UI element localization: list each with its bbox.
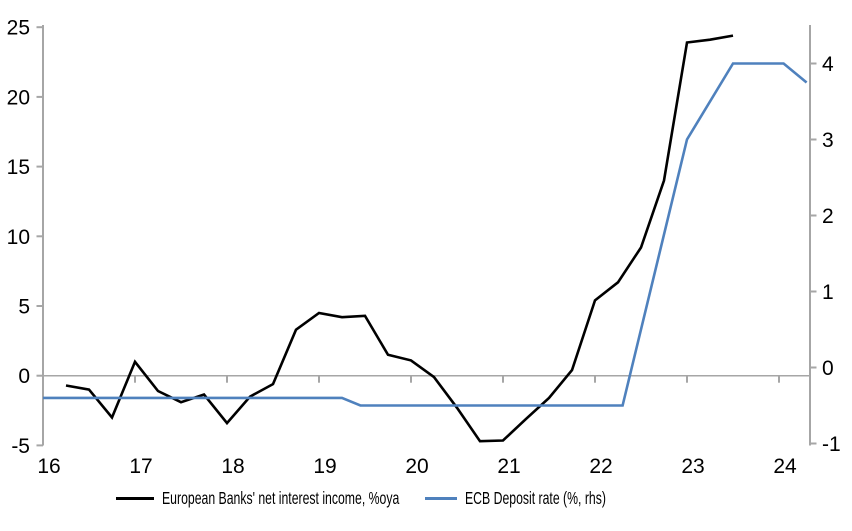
x-tick-label: 20 [405,455,428,478]
y-right-tick-label: -1 [822,433,841,456]
legend-item-ecb-deposit-rate: ECB Deposit rate (%, rhs) [425,486,666,510]
y-left-tick-label: -5 [11,435,30,458]
y-right-tick-label: 4 [822,53,834,76]
series-line-ecb-deposit-rate [43,62,808,407]
y-right-tick-label: 3 [822,129,834,152]
y-right-tick-label: 2 [822,205,834,228]
x-tick-label: 16 [37,455,60,478]
y-left-tick-label: 5 [18,296,30,319]
x-tick-label: 22 [589,455,612,478]
legend-item-net-interest-income: European Banks' net interest income, %oy… [116,486,501,510]
legend-label-ecb-deposit-rate: ECB Deposit rate (%, rhs) [465,487,606,508]
y-left-tick-label: 0 [18,365,30,388]
series-layer [43,34,808,443]
y-right-tick-label: 1 [822,281,834,304]
y-right-tick-label: 0 [822,357,834,380]
x-tick-label: 24 [773,455,797,478]
y-left-tick-label: 20 [7,86,30,109]
y-left-tick-label: 15 [7,156,30,179]
x-tick-label: 23 [681,455,704,478]
y-left-tick-label: 10 [7,226,30,249]
blue-line-swatch [425,496,457,500]
axes-layer [36,25,817,447]
black-line-swatch [116,496,154,500]
x-tick-label: 21 [497,455,520,478]
x-tick-label: 17 [129,455,152,478]
y-left-tick-label: 25 [7,17,30,40]
series-line-net-interest-income [65,34,734,443]
x-tick-label: 19 [313,455,336,478]
legend-label-net-interest-income: European Banks' net interest income, %oy… [162,487,400,508]
legend: European Banks' net interest income, %oy… [0,486,852,514]
x-tick-label: 18 [221,455,244,478]
